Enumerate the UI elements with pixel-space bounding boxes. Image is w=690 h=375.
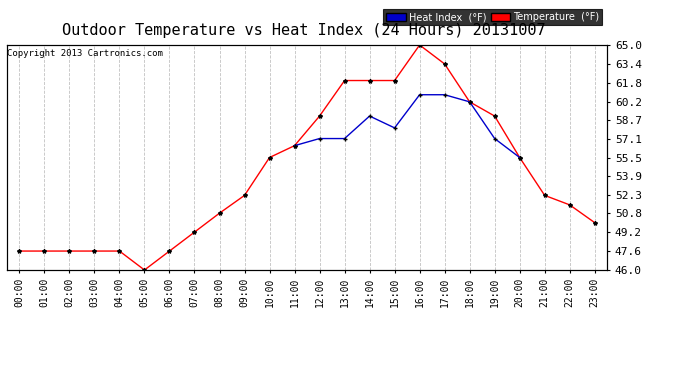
Text: Copyright 2013 Cartronics.com: Copyright 2013 Cartronics.com [7, 49, 163, 58]
Text: Outdoor Temperature vs Heat Index (24 Hours) 20131007: Outdoor Temperature vs Heat Index (24 Ho… [62, 22, 545, 38]
Legend: Heat Index  (°F), Temperature  (°F): Heat Index (°F), Temperature (°F) [384, 9, 602, 25]
